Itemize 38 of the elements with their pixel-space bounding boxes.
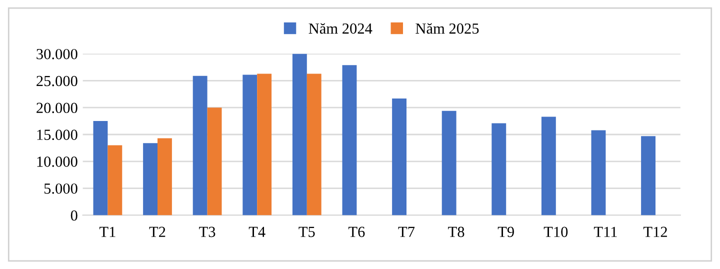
bar [292, 54, 307, 216]
bar [492, 123, 506, 216]
x-tick-label: T9 [498, 226, 514, 238]
x-tick-label: T6 [348, 226, 365, 238]
x-tick-label: T7 [398, 226, 415, 237]
legend-label: Năm 2024 [308, 23, 372, 34]
bar [143, 143, 158, 216]
bar [207, 108, 222, 216]
x-tick-label: T3 [199, 226, 216, 238]
x-tick-label: T11 [594, 226, 617, 237]
bar [192, 76, 208, 216]
bar [442, 110, 456, 216]
x-tick-label: T5 [298, 226, 315, 238]
bar [93, 121, 108, 216]
x-tick-label: T12 [643, 226, 667, 237]
x-tick-label: T2 [149, 226, 166, 237]
bar [591, 130, 606, 216]
bar [242, 74, 258, 216]
bar [541, 116, 556, 216]
x-tick-label: T10 [544, 226, 568, 238]
bar [342, 65, 357, 216]
bar [641, 136, 656, 216]
bar [257, 74, 272, 216]
bar [306, 74, 322, 216]
bar [108, 145, 122, 216]
y-tick-label: 10.000 [37, 156, 78, 167]
x-tick-label: T1 [99, 226, 116, 237]
y-tick-label: 5.000 [44, 183, 78, 194]
y-tick-label: 25.000 [36, 76, 78, 86]
legend-label: Năm 2025 [416, 23, 479, 34]
y-tick-label: 20.000 [36, 102, 78, 114]
x-tick-label: T8 [448, 226, 464, 238]
bar [392, 98, 406, 216]
y-tick-label: 15.000 [37, 130, 78, 140]
y-tick-label: 0 [70, 210, 78, 221]
bar [158, 138, 172, 216]
x-tick-label: T4 [248, 226, 266, 237]
y-tick-label: 30.000 [36, 48, 78, 60]
